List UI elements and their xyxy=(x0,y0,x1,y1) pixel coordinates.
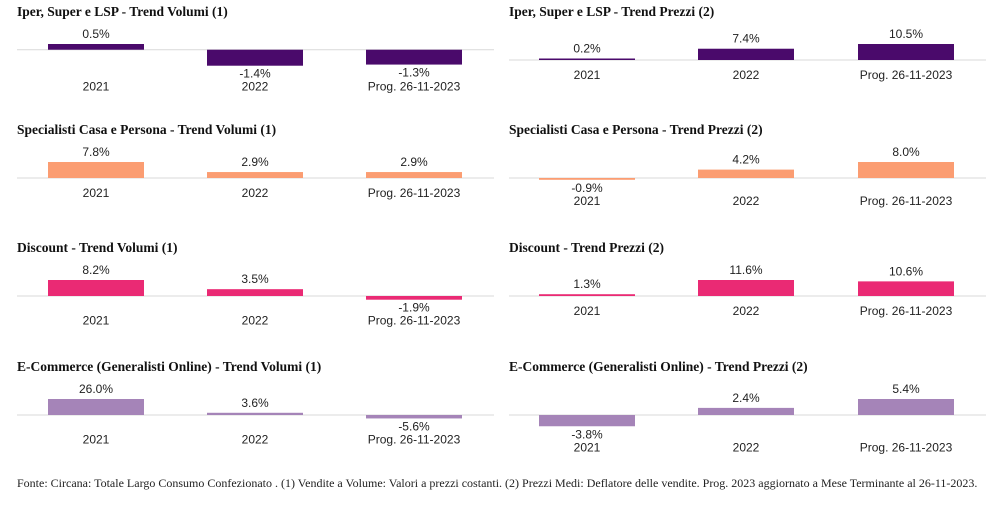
chart-panel-8: E-Commerce (Generalisti Online) - Trend … xyxy=(509,359,986,454)
data-label-1: 0.5% xyxy=(82,27,110,41)
bar-2 xyxy=(698,48,794,60)
bar-2 xyxy=(207,172,303,178)
category-label-1: 2021 xyxy=(574,304,601,318)
chart-panel-1: Iper, Super e LSP - Trend Volumi (1) 0.5%… xyxy=(17,4,494,94)
data-label-3: -1.9% xyxy=(398,301,430,315)
chart-title: Discount - Trend Volumi (1) xyxy=(17,240,178,255)
bar-1 xyxy=(539,178,635,180)
data-label-3: 2.9% xyxy=(400,155,428,169)
chart-title: Discount - Trend Prezzi (2) xyxy=(509,240,664,255)
data-label-1: -0.9% xyxy=(571,181,603,195)
category-label-2: 2022 xyxy=(733,68,760,82)
data-label-2: 7.4% xyxy=(732,32,760,46)
bar-2 xyxy=(207,49,303,66)
bar-3 xyxy=(366,296,462,300)
category-label-3: Prog. 26-11-2023 xyxy=(368,186,461,200)
bar-3 xyxy=(858,399,954,415)
bar-3 xyxy=(366,172,462,178)
category-label-1: 2021 xyxy=(574,440,601,454)
category-label-1: 2021 xyxy=(574,68,601,82)
bar-3 xyxy=(366,49,462,65)
chart-panel-6: Discount - Trend Prezzi (2) 1.3% 2021 11.6%… xyxy=(509,240,986,318)
chart-title: E-Commerce (Generalisti Online) - Trend … xyxy=(509,359,808,374)
data-label-2: -1.4% xyxy=(239,67,271,81)
category-label-2: 2022 xyxy=(242,432,269,446)
chart-title: Specialisti Casa e Persona - Trend Volum… xyxy=(17,122,276,137)
bar-2 xyxy=(207,412,303,415)
chart-panel-3: Specialisti Casa e Persona - Trend Volum… xyxy=(17,122,494,200)
bar-2 xyxy=(207,289,303,296)
bar-3 xyxy=(366,415,462,419)
category-label-2: 2022 xyxy=(242,314,269,328)
category-label-1: 2021 xyxy=(83,80,110,94)
category-label-3: Prog. 26-11-2023 xyxy=(368,432,461,446)
category-label-3: Prog. 26-11-2023 xyxy=(860,68,953,82)
chart-title: E-Commerce (Generalisti Online) - Trend … xyxy=(17,359,321,374)
data-label-1: 1.3% xyxy=(573,277,601,291)
data-label-3: -5.6% xyxy=(398,419,430,433)
source-footnote: Fonte: Circana: Totale Largo Consumo Con… xyxy=(17,476,978,490)
data-label-1: 8.2% xyxy=(82,263,110,277)
chart-title: Specialisti Casa e Persona - Trend Prezz… xyxy=(509,122,763,137)
category-label-1: 2021 xyxy=(83,432,110,446)
bar-3 xyxy=(858,281,954,296)
bar-1 xyxy=(539,294,635,296)
data-label-2: 3.6% xyxy=(241,396,269,410)
data-label-1: 0.2% xyxy=(573,42,601,56)
category-label-2: 2022 xyxy=(733,440,760,454)
data-label-1: 7.8% xyxy=(82,145,110,159)
data-label-3: 10.6% xyxy=(889,264,923,278)
data-label-3: 10.5% xyxy=(889,27,923,41)
category-label-2: 2022 xyxy=(733,304,760,318)
bar-1 xyxy=(539,415,635,427)
chart-panel-4: Specialisti Casa e Persona - Trend Prezz… xyxy=(509,122,986,208)
category-label-1: 2021 xyxy=(83,186,110,200)
data-label-3: 5.4% xyxy=(892,382,920,396)
category-label-2: 2022 xyxy=(733,194,760,208)
category-label-3: Prog. 26-11-2023 xyxy=(860,440,953,454)
bar-3 xyxy=(858,44,954,60)
bar-1 xyxy=(48,44,144,50)
data-label-2: 3.5% xyxy=(241,272,269,286)
category-label-3: Prog. 26-11-2023 xyxy=(860,194,953,208)
data-label-2: 4.2% xyxy=(732,153,760,167)
bar-1 xyxy=(48,399,144,415)
bar-3 xyxy=(858,162,954,178)
category-label-2: 2022 xyxy=(242,80,269,94)
category-label-1: 2021 xyxy=(83,314,110,328)
bar-2 xyxy=(698,280,794,296)
bar-1 xyxy=(48,280,144,296)
data-label-2: 11.6% xyxy=(729,263,762,277)
data-label-2: 2.4% xyxy=(732,391,760,405)
chart-panel-5: Discount - Trend Volumi (1) 8.2% 2021 3.5% 2… xyxy=(17,240,494,328)
data-label-1: -3.8% xyxy=(571,427,603,441)
category-label-2: 2022 xyxy=(242,186,269,200)
bar-2 xyxy=(698,407,794,415)
category-label-3: Prog. 26-11-2023 xyxy=(860,304,953,318)
category-label-1: 2021 xyxy=(574,194,601,208)
bar-1 xyxy=(539,58,635,60)
category-label-3: Prog. 26-11-2023 xyxy=(368,80,461,94)
data-label-1: 26.0% xyxy=(79,382,113,396)
chart-title: Iper, Super e LSP - Trend Volumi (1) xyxy=(17,4,228,19)
chart-title: Iper, Super e LSP - Trend Prezzi (2) xyxy=(509,4,714,19)
data-label-2: 2.9% xyxy=(241,155,269,169)
chart-panel-2: Iper, Super e LSP - Trend Prezzi (2) 0.2%… xyxy=(509,4,986,82)
chart-panel-7: E-Commerce (Generalisti Online) - Trend … xyxy=(17,359,494,446)
bar-1 xyxy=(48,162,144,178)
data-label-3: 8.0% xyxy=(892,145,920,159)
data-label-3: -1.3% xyxy=(398,66,430,80)
category-label-3: Prog. 26-11-2023 xyxy=(368,314,461,328)
bar-2 xyxy=(698,169,794,178)
